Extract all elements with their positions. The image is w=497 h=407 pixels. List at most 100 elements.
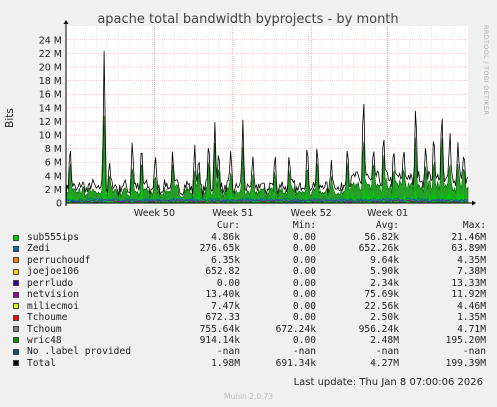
legend-swatch	[13, 245, 19, 252]
legend-avg: 5.90k	[370, 266, 399, 278]
legend-item: joejoe106 652.82 0.00 5.90k 7.38M	[10, 266, 490, 277]
legend-item: miliecmoi 7.47k 0.00 22.56k 4.46M	[10, 301, 490, 312]
axes	[63, 20, 476, 206]
legend-cur: 276.65k	[199, 243, 240, 255]
legend-cur: 652.82	[205, 266, 240, 278]
y-axis-ticks: 0 2 M 4 M 6 M 8 M 10 M 12 M 14 M 16 M 18 M 20 M 22 …	[39, 35, 62, 209]
y-tick-label: 24 M	[39, 35, 62, 46]
legend-swatch	[13, 326, 19, 332]
legend-name: perruchoudf	[27, 254, 91, 266]
legend-swatch	[13, 268, 19, 275]
y-axis-label: Bits	[4, 108, 16, 128]
legend-cur: -nan	[216, 346, 240, 358]
legend-cur: 4.86k	[211, 232, 240, 243]
x-axis-arrow	[472, 200, 476, 206]
legend-name: joejoe106	[27, 266, 79, 278]
y-tick-label: 6 M	[45, 158, 62, 169]
legend-swatch	[13, 314, 19, 321]
legend-item: sub555ips 4.86k 0.00 56.82k 21.46M	[10, 232, 490, 243]
legend-min: 672.24k	[275, 323, 316, 335]
legend-item: Total 1.98M 691.34k 4.27M 199.39M	[10, 358, 490, 369]
y-tick-label: 12 M	[39, 117, 62, 128]
y-tick-label: 18 M	[39, 76, 62, 87]
col-max-header: Max:	[462, 220, 486, 231]
legend-swatch	[13, 291, 19, 298]
legend-max: 63.89M	[451, 243, 486, 255]
last-update: Last update: Thu Jan 8 07:00:06 2026	[293, 377, 483, 388]
legend-swatch	[13, 348, 19, 355]
legend-cur: 914.14k	[199, 334, 240, 346]
legend-min: 0.00	[292, 334, 316, 346]
legend-max: 13.33M	[451, 277, 486, 289]
series-total	[65, 50, 469, 198]
legend-max: 7.38M	[457, 266, 486, 278]
legend-max: 195.20M	[445, 334, 486, 346]
legend-cur: 6.35k	[211, 254, 240, 266]
legend-swatch	[13, 280, 19, 287]
y-tick-label: 14 M	[39, 103, 62, 114]
legend: Cur: Min: Avg: Max: sub555ips 4.86k 0.00 56…	[10, 220, 490, 369]
legend-avg: 2.34k	[370, 277, 399, 289]
legend-cur: 755.64k	[199, 323, 240, 335]
legend-avg: 75.69k	[364, 289, 399, 301]
legend-max: 199.39M	[445, 357, 486, 369]
legend-swatch	[13, 234, 19, 241]
legend-name: sub555ips	[27, 232, 79, 243]
legend-cur: 0.00	[216, 277, 240, 289]
legend-swatch	[13, 337, 19, 344]
legend-cur: 1.98M	[211, 357, 240, 369]
legend-item: Zedi 276.65k 0.00 652.26k 63.89M	[10, 243, 490, 254]
y-tick-label: 8 M	[45, 144, 62, 155]
legend-item: Tchoum 755.64k 672.24k 956.24k 4.71M	[10, 324, 490, 335]
legend-avg: 2.48M	[370, 334, 399, 346]
y-tick-label: 0	[56, 199, 62, 210]
x-tick-label: Week 52	[291, 208, 332, 219]
rrdtool-watermark: RRDTOOL / TOBI OETIKER	[482, 25, 490, 115]
y-tick-label: 10 M	[39, 131, 62, 142]
legend-name: Tchoume	[27, 312, 68, 324]
legend-max: 1.35M	[457, 312, 486, 324]
legend-max: 4.46M	[457, 300, 486, 312]
legend-item: wric48 914.14k 0.00 2.48M 195.20M	[10, 335, 490, 346]
legend-swatch	[13, 360, 19, 367]
x-axis-ticks: Week 50 Week 51 Week 52 Week 01	[134, 208, 408, 219]
legend-min: -nan	[292, 346, 316, 358]
col-cur-header: Cur:	[216, 220, 240, 231]
legend-rows: sub555ips 4.86k 0.00 56.82k 21.46M Zedi 276.65…	[10, 232, 490, 369]
legend-item: No .label provided -nan -nan -nan -nan	[10, 346, 490, 357]
legend-min: 0.00	[292, 300, 316, 312]
y-tick-label: 22 M	[39, 49, 62, 60]
y-tick-label: 16 M	[39, 90, 62, 101]
legend-name: Zedi	[27, 243, 51, 255]
legend-name: No .label provided	[27, 346, 131, 358]
legend-cur: 672.33	[205, 312, 240, 324]
legend-avg: 2.50k	[370, 312, 399, 324]
x-tick-label: Week 51	[212, 208, 253, 219]
series-wric48	[65, 115, 469, 204]
legend-swatch	[13, 303, 19, 310]
legend-min: 691.34k	[275, 357, 316, 369]
legend-name: Tchoum	[27, 323, 62, 335]
legend-min: 0.00	[292, 266, 316, 278]
chart-title: apache total bandwidth byprojects - by m…	[97, 12, 398, 27]
legend-avg: -nan	[375, 346, 399, 358]
legend-swatch	[13, 257, 19, 264]
legend-min: 0.00	[292, 254, 316, 266]
series-zedi	[65, 196, 469, 204]
col-min-header: Min:	[292, 220, 316, 231]
legend-min: 0.00	[292, 312, 316, 324]
legend-avg: 9.64k	[370, 254, 399, 266]
legend-avg: 56.82k	[364, 232, 399, 243]
plot-area	[66, 26, 468, 203]
legend-max: 4.35M	[457, 254, 486, 266]
col-avg-header: Avg:	[375, 220, 399, 231]
y-tick-label: 20 M	[39, 63, 62, 74]
x-tick-label: Week 50	[134, 208, 175, 219]
legend-name: wric48	[27, 334, 62, 346]
munin-version: Munin 2.0.73	[223, 392, 274, 401]
legend-min: 0.00	[292, 289, 316, 301]
legend-item: perruchoudf 6.35k 0.00 9.64k 4.35M	[10, 255, 490, 266]
legend-item: Tchoume 672.33 0.00 2.50k 1.35M	[10, 312, 490, 323]
legend-max: -nan	[462, 346, 486, 358]
